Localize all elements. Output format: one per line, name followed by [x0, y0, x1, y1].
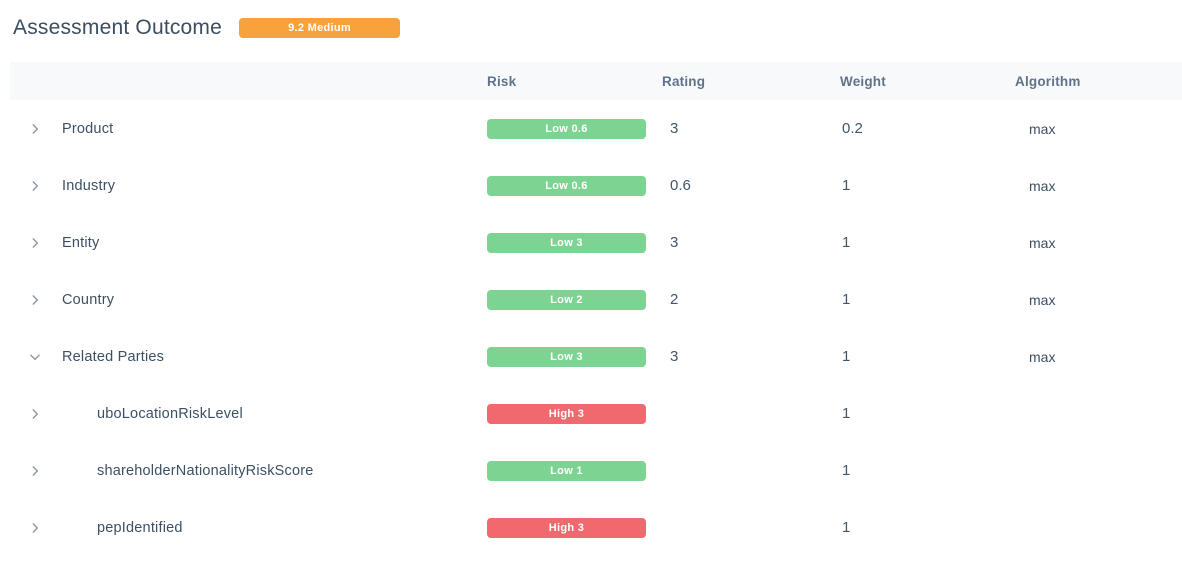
risk-cell: Low 3 — [487, 233, 662, 253]
risk-badge: High 3 — [487, 404, 646, 424]
row-name-cell: pepIdentified — [10, 520, 487, 536]
risk-cell: High 3 — [487, 518, 662, 538]
header-rating: Rating — [662, 74, 840, 89]
chevron-right-icon[interactable] — [28, 236, 42, 250]
weight-value: 1 — [840, 177, 1015, 194]
row-label: uboLocationRiskLevel — [97, 406, 243, 422]
score-badge: 9.2 Medium — [239, 18, 400, 38]
risk-badge: Low 0.6 — [487, 119, 646, 139]
risk-cell: Low 3 — [487, 347, 662, 367]
weight-value: 0.2 — [840, 120, 1015, 137]
risk-badge: Low 3 — [487, 347, 646, 367]
header-risk: Risk — [487, 74, 662, 89]
risk-badge: Low 1 — [487, 461, 646, 481]
row-label: Entity — [62, 235, 99, 251]
weight-value: 1 — [840, 291, 1015, 308]
row-label: Product — [62, 121, 113, 137]
chevron-down-icon[interactable] — [28, 350, 42, 364]
chevron-right-icon[interactable] — [28, 464, 42, 478]
chevron-right-icon[interactable] — [28, 407, 42, 421]
row-label: Country — [62, 292, 114, 308]
rating-value: 2 — [662, 291, 840, 308]
assessment-table: Risk Rating Weight Algorithm Product Low… — [10, 62, 1182, 556]
weight-value: 1 — [840, 519, 1015, 536]
table-row[interactable]: uboLocationRiskLevel High 3 1 — [10, 385, 1182, 442]
row-name-cell: Industry — [10, 178, 487, 194]
header-algorithm: Algorithm — [1015, 74, 1182, 89]
risk-cell: Low 0.6 — [487, 176, 662, 196]
header-weight: Weight — [840, 74, 1015, 89]
page-header: Assessment Outcome 9.2 Medium — [0, 0, 1182, 40]
weight-value: 1 — [840, 405, 1015, 422]
table-header-row: Risk Rating Weight Algorithm — [10, 62, 1182, 100]
algorithm-value: max — [1015, 292, 1182, 308]
chevron-right-icon[interactable] — [28, 521, 42, 535]
weight-value: 1 — [840, 348, 1015, 365]
chevron-right-icon[interactable] — [28, 293, 42, 307]
risk-cell: Low 0.6 — [487, 119, 662, 139]
row-name-cell: uboLocationRiskLevel — [10, 406, 487, 422]
table-row[interactable]: shareholderNationalityRiskScore Low 1 1 — [10, 442, 1182, 499]
risk-badge: Low 0.6 — [487, 176, 646, 196]
row-label: shareholderNationalityRiskScore — [97, 463, 314, 479]
table-row[interactable]: Related Parties Low 3 3 1 max — [10, 328, 1182, 385]
row-name-cell: shareholderNationalityRiskScore — [10, 463, 487, 479]
row-label: Industry — [62, 178, 115, 194]
risk-cell: Low 1 — [487, 461, 662, 481]
rating-value: 3 — [662, 234, 840, 251]
row-label: pepIdentified — [97, 520, 183, 536]
algorithm-value: max — [1015, 235, 1182, 251]
row-name-cell: Product — [10, 121, 487, 137]
risk-badge: Low 3 — [487, 233, 646, 253]
table-body: Product Low 0.6 3 0.2 max Industry Low 0… — [10, 100, 1182, 556]
table-row[interactable]: Entity Low 3 3 1 max — [10, 214, 1182, 271]
risk-cell: Low 2 — [487, 290, 662, 310]
chevron-right-icon[interactable] — [28, 179, 42, 193]
chevron-right-icon[interactable] — [28, 122, 42, 136]
risk-badge: High 3 — [487, 518, 646, 538]
row-name-cell: Related Parties — [10, 349, 487, 365]
algorithm-value: max — [1015, 178, 1182, 194]
page-title: Assessment Outcome — [13, 16, 222, 40]
table-row[interactable]: pepIdentified High 3 1 — [10, 499, 1182, 556]
weight-value: 1 — [840, 462, 1015, 479]
row-name-cell: Country — [10, 292, 487, 308]
table-row[interactable]: Product Low 0.6 3 0.2 max — [10, 100, 1182, 157]
row-name-cell: Entity — [10, 235, 487, 251]
table-row[interactable]: Country Low 2 2 1 max — [10, 271, 1182, 328]
risk-cell: High 3 — [487, 404, 662, 424]
risk-badge: Low 2 — [487, 290, 646, 310]
rating-value: 3 — [662, 120, 840, 137]
algorithm-value: max — [1015, 349, 1182, 365]
rating-value: 0.6 — [662, 177, 840, 194]
table-row[interactable]: Industry Low 0.6 0.6 1 max — [10, 157, 1182, 214]
algorithm-value: max — [1015, 121, 1182, 137]
row-label: Related Parties — [62, 349, 164, 365]
weight-value: 1 — [840, 234, 1015, 251]
rating-value: 3 — [662, 348, 840, 365]
